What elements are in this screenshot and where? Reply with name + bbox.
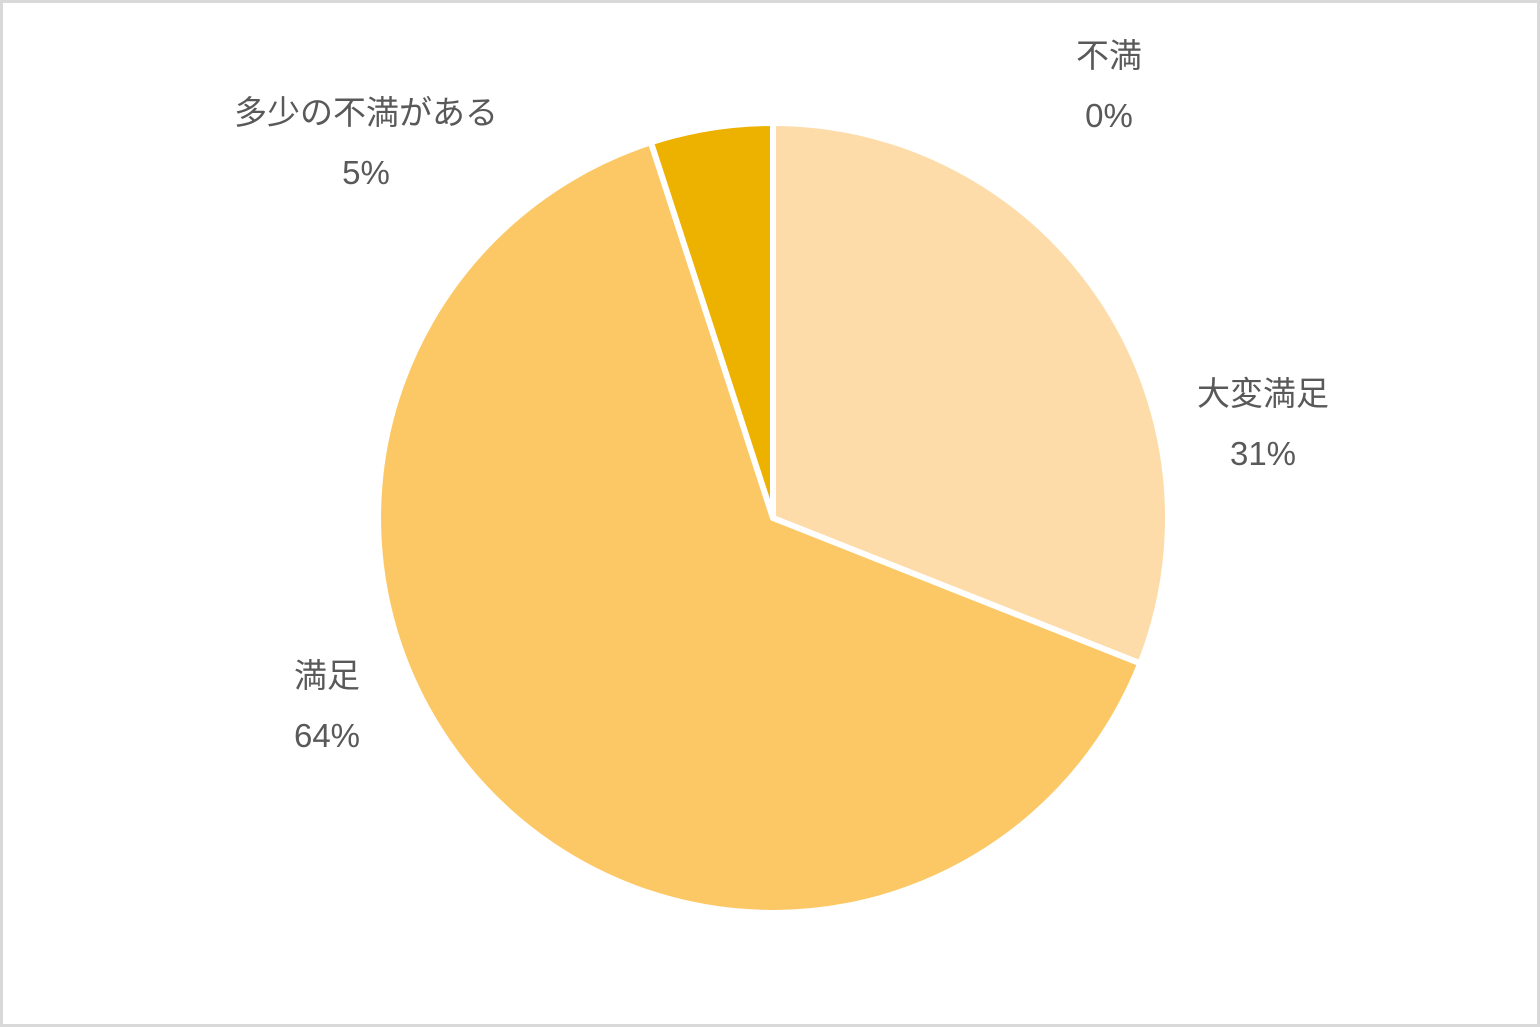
pie-slice-1 [770, 120, 1172, 667]
pie-slice-2 [375, 139, 1144, 916]
pie-plot-area [375, 119, 1172, 916]
pie-slice-3 [647, 119, 776, 521]
